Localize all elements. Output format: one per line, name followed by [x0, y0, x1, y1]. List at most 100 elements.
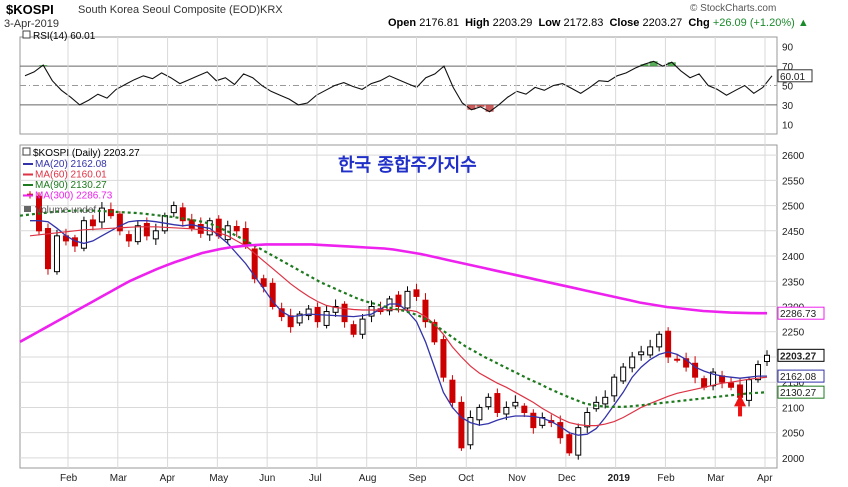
- candle-body: [647, 346, 654, 356]
- candle-body: [170, 205, 177, 214]
- rsi-tick-label: 50: [782, 82, 794, 93]
- candle: [134, 220, 141, 245]
- candle-body: [404, 290, 411, 309]
- ma90-value-box-label: 2130.27: [780, 388, 817, 399]
- candle: [233, 220, 240, 237]
- arrow-shaft: [738, 406, 743, 417]
- ma90-value-box: 2130.27: [777, 385, 825, 399]
- candle-body: [584, 411, 591, 428]
- candle-body: [701, 378, 708, 388]
- candle: [440, 335, 447, 382]
- candle: [656, 331, 663, 352]
- candle: [530, 409, 537, 434]
- open-value: 2176.81: [419, 17, 459, 29]
- rsi-legend-label: RSI(14) 60.01: [33, 31, 96, 42]
- candle: [449, 375, 456, 409]
- candle-body: [629, 356, 636, 369]
- candle: [557, 415, 564, 444]
- ma300-value-box: 2286.73: [777, 306, 825, 320]
- price-tick-label: 2500: [782, 202, 805, 213]
- rsi-oversold-fill: [467, 104, 476, 110]
- candle-body: [152, 230, 159, 240]
- candle: [404, 286, 411, 312]
- candle: [80, 216, 87, 252]
- candle-body: [485, 396, 492, 408]
- x-tick-label: Sep: [409, 473, 427, 484]
- price-tick-label: 2400: [782, 252, 805, 263]
- candle: [512, 395, 519, 409]
- ticker-symbol: $KOSPI: [6, 2, 54, 17]
- candle-body: [755, 364, 762, 381]
- legend-label-1: MA(60) 2160.01: [35, 170, 107, 181]
- exchange-label: KRX: [260, 4, 283, 16]
- x-tick-label: Mar: [707, 473, 725, 484]
- candle-body: [350, 324, 357, 335]
- candle-body: [620, 366, 627, 382]
- candle-body: [611, 376, 618, 397]
- candle-body: [359, 318, 366, 335]
- price-tick-label: 2150: [782, 378, 805, 389]
- candle-body: [233, 226, 240, 232]
- rsi-oversold-fill: [476, 104, 485, 107]
- candle-body: [449, 379, 456, 403]
- candle: [602, 390, 609, 409]
- rsi-overbought-fill: [640, 64, 649, 67]
- candle-body: [323, 311, 330, 326]
- candle-body: [656, 333, 663, 348]
- price-tick-label: 2600: [782, 151, 805, 162]
- candles: [27, 191, 770, 460]
- candle-body: [395, 294, 402, 307]
- open-label: Open: [388, 17, 417, 29]
- rsi-overbought-fill: [649, 61, 658, 67]
- price-tick-label: 2250: [782, 328, 805, 339]
- ma90-value-box-frame: [777, 385, 825, 399]
- high-value: 2203.29: [492, 17, 533, 29]
- candle-body: [143, 222, 150, 237]
- candle-body: [197, 223, 204, 234]
- x-tick-label: Apr: [757, 473, 773, 484]
- candle: [359, 314, 366, 339]
- candle-body: [521, 405, 528, 413]
- candle: [692, 356, 699, 384]
- candle: [485, 393, 492, 410]
- candle-body: [431, 321, 438, 343]
- series-line-ma20: [30, 220, 767, 436]
- x-tick-label: Apr: [160, 473, 176, 484]
- candle-body: [440, 339, 447, 378]
- price-tick-label: 2050: [782, 429, 805, 440]
- candle-body: [422, 299, 429, 323]
- candle-body: [674, 358, 681, 361]
- candle: [89, 214, 96, 231]
- price-tick-label: 2000: [782, 454, 805, 465]
- candle: [332, 299, 339, 317]
- candle-body: [251, 248, 258, 280]
- candle: [413, 283, 420, 301]
- rsi-value-box: [777, 69, 813, 83]
- candle: [566, 431, 573, 456]
- x-tick-label: Jun: [259, 473, 275, 484]
- candle: [269, 278, 276, 310]
- candle: [611, 374, 618, 402]
- candle-body: [296, 313, 303, 324]
- candle-body: [602, 396, 609, 405]
- candle-body: [692, 362, 699, 378]
- low-value: 2172.83: [563, 17, 604, 29]
- candle-body: [368, 306, 375, 317]
- ticker-description: South Korea Seoul Composite (EOD): [78, 4, 261, 16]
- x-tick-label: Oct: [458, 473, 474, 484]
- candle: [764, 350, 770, 367]
- candle-body: [134, 225, 141, 243]
- candle: [44, 223, 51, 275]
- candle-body: [458, 401, 465, 449]
- candle: [476, 404, 483, 426]
- rsi-overbought-fill: [667, 62, 676, 67]
- candle: [665, 327, 672, 364]
- candle-body: [98, 207, 105, 223]
- candle-body: [305, 308, 312, 317]
- candle-body: [242, 228, 249, 247]
- stockcharts-watermark: © StockCharts.com: [690, 3, 777, 14]
- close-value-box: 2203.27: [777, 348, 825, 362]
- x-tick-label: Aug: [359, 473, 377, 484]
- low-label: Low: [538, 17, 561, 29]
